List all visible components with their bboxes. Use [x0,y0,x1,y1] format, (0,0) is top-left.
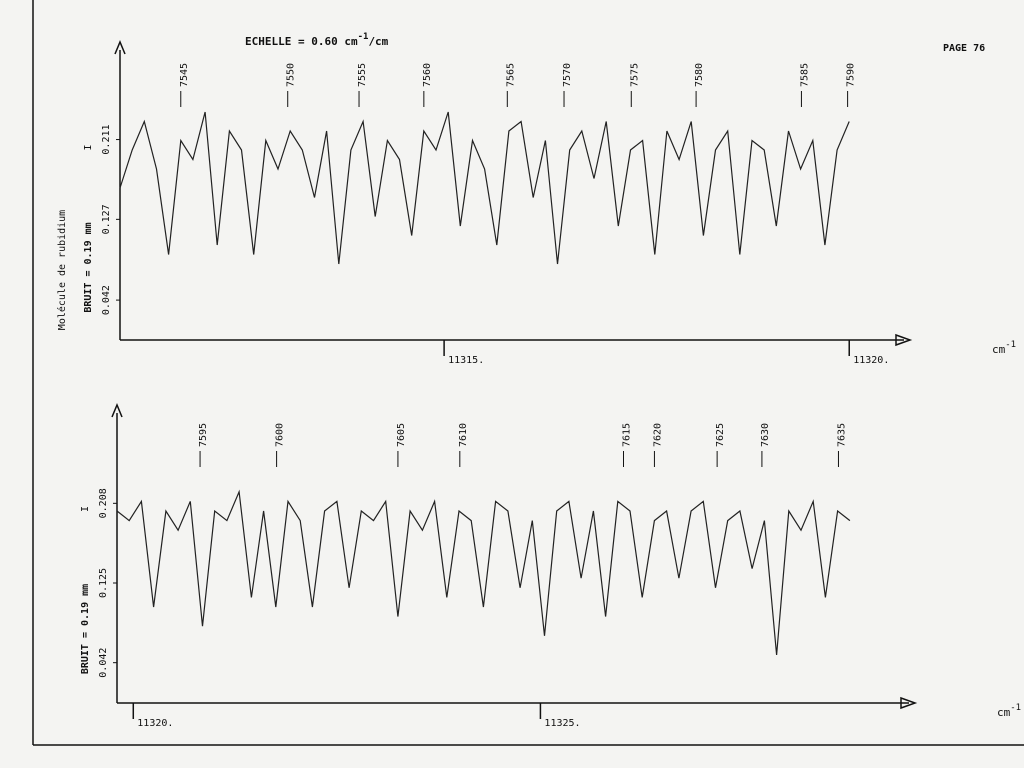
scale-exp: -1 [358,32,369,42]
line-id-label: 7635 [836,423,847,447]
intensity-label: I [80,506,91,512]
x-tick-label: 11325. [544,718,580,729]
line-id-label: 7550 [286,63,297,87]
line-id-label: 7610 [458,423,469,447]
line-id-label: 7605 [396,423,407,447]
line-id-label: 7590 [846,63,857,87]
y-tick-label: 0.042 [98,648,109,678]
line-id-label: 7620 [652,423,663,447]
x-tick-label: 11320. [853,355,889,366]
spectrum [119,111,850,265]
scale-text: ECHELLE = 0.60 cm [245,35,358,48]
page-number: PAGE 76 [943,43,985,54]
y-tick-label: 0.211 [101,124,112,154]
x-axis-unit: cm [992,343,1006,356]
y-tick-label: 0.042 [101,285,112,315]
line-id-label: 7580 [694,63,705,87]
scale-label: ECHELLE = 0.60 cm-1/cm [245,32,389,49]
y-tick-label: 0.208 [98,488,109,518]
scale-unit: /cm [368,35,388,48]
line-id-label: 7615 [621,423,632,447]
x-axis [117,696,918,710]
line-id-label: 7570 [562,63,573,87]
y-tick-label: 0.127 [101,204,112,234]
line-id-label: 7560 [422,63,433,87]
subject-label: Molécule de rubidium [56,210,68,330]
x-tick-label: 11320. [137,718,173,729]
y-axis-label: BRUIT = 0.19 mm [80,584,91,674]
y-axis [111,403,123,703]
line-id-label: 7545 [179,63,190,87]
x-axis-label: cm-1 [997,703,1021,720]
x-axis-exp: -1 [1010,703,1021,713]
line-id-label: 7600 [275,423,286,447]
line-id-label: 7575 [629,63,640,87]
x-axis [120,333,913,347]
spectrum [116,489,851,656]
x-axis-exp: -1 [1005,340,1016,350]
y-axis [114,40,126,340]
y-axis-label: BRUIT = 0.19 mm [83,222,94,312]
line-id-label: 7595 [198,423,209,447]
x-axis-unit: cm [997,706,1011,719]
line-id-label: 7555 [357,63,368,87]
line-id-label: 7585 [799,63,810,87]
line-id-label: 7625 [715,423,726,447]
x-axis-label: cm-1 [992,340,1016,357]
line-id-label: 7565 [505,63,516,87]
y-tick-label: 0.125 [98,568,109,598]
intensity-label: I [83,144,94,150]
x-tick-label: 11315. [448,355,484,366]
line-id-label: 7630 [760,423,771,447]
